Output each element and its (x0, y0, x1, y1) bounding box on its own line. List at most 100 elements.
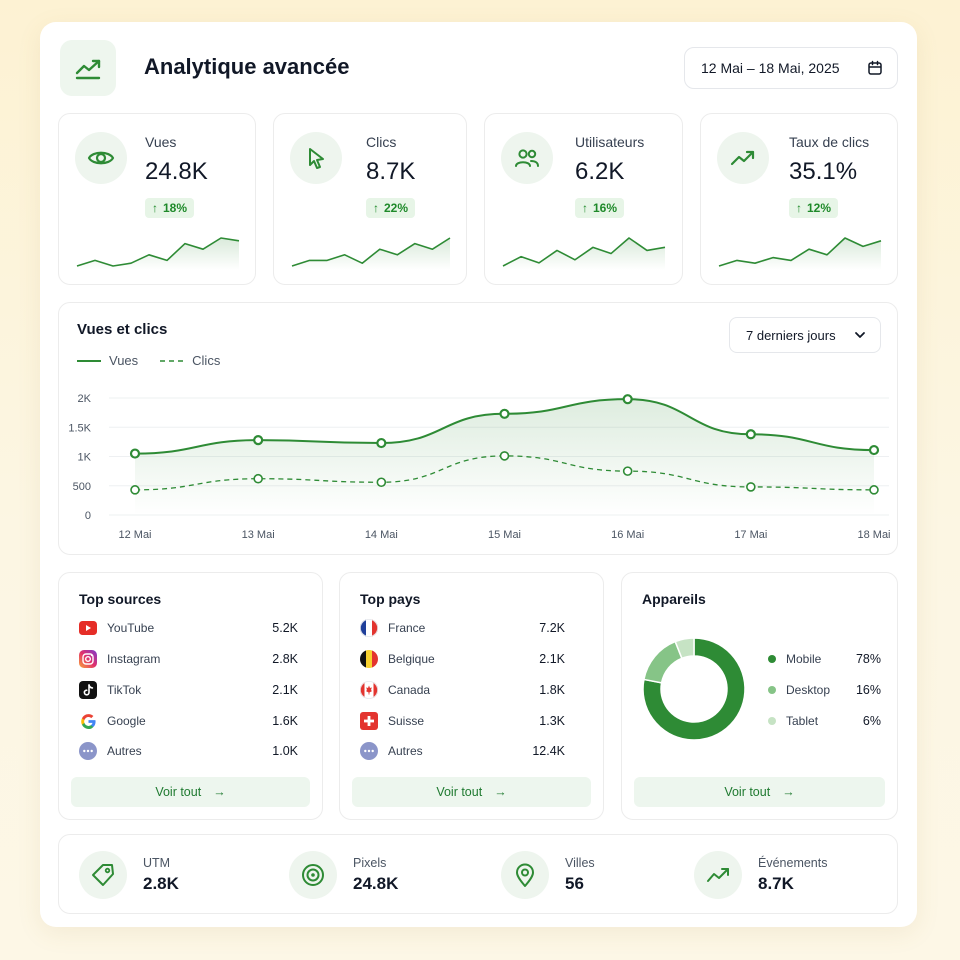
kpi-card-taux-de-clics[interactable]: Taux de clics 35.1% ↑ 12% (700, 113, 898, 285)
x-tick-label: 17 Mai (734, 529, 767, 541)
arrow-right-icon: → (782, 785, 795, 799)
donut-slice-tablet (674, 637, 695, 660)
data-point-clics (376, 477, 387, 488)
kpi-value: 35.1% (789, 158, 858, 185)
stat-value: 56 (565, 874, 584, 893)
list-item[interactable]: Autres 12.4K (360, 741, 565, 761)
list-item[interactable]: Autres 1.0K (79, 741, 298, 761)
kpi-label: Vues (145, 134, 177, 150)
date-range-picker[interactable]: 12 Mai – 18 Mai, 2025 (684, 47, 898, 89)
list-item[interactable]: France 7.2K (360, 618, 565, 638)
map-pin-icon (516, 863, 534, 887)
legend-label: Vues (109, 353, 139, 368)
flag-canada-icon (360, 681, 378, 699)
sparkline (76, 237, 240, 270)
list-item[interactable]: YouTube 5.2K (79, 618, 298, 638)
data-point-clics (499, 451, 510, 461)
country-name: France (388, 621, 426, 635)
data-point-clics (253, 473, 263, 484)
sparkline-area (292, 238, 450, 270)
period-select[interactable]: 7 derniers jours (729, 317, 881, 353)
instagram-icon (79, 650, 97, 668)
donut-slice-mobile (642, 637, 746, 741)
stat-utm[interactable]: UTM 2.8K (79, 851, 179, 899)
stat-label: Villes (565, 856, 595, 870)
legend-label: Clics (192, 353, 221, 368)
country-value: 7.2K (539, 621, 565, 635)
list-item[interactable]: Instagram 2.8K (79, 649, 298, 669)
tag-icon (92, 864, 114, 886)
source-value: 2.1K (272, 683, 298, 697)
kpi-delta-value: 22% (384, 201, 409, 215)
stat-pixels[interactable]: Pixels 24.8K (289, 851, 398, 899)
kpi-delta-value: 16% (593, 201, 618, 215)
see-all-sources-button[interactable]: Voir tout → (71, 777, 310, 807)
x-tick-label: 12 Mai (118, 529, 151, 541)
legend-item-clics[interactable]: Clics (160, 353, 220, 368)
country-value: 1.3K (539, 714, 565, 728)
legend-item-mobile: Mobile 78% (768, 649, 881, 669)
device-value: 6% (862, 714, 881, 728)
flag-france-icon (360, 619, 378, 637)
donut-slice-desktop (643, 640, 683, 684)
arrow-right-icon: → (494, 785, 507, 799)
see-all-countries-button[interactable]: Voir tout → (352, 777, 591, 807)
stat-evenements[interactable]: Événements 8.7K (694, 851, 827, 899)
more-icon (360, 742, 378, 760)
y-tick-label: 1K (78, 452, 92, 464)
data-point-vues (129, 448, 141, 459)
kpi-card-utilisateurs[interactable]: Utilisateurs 6.2K ↑ 16% (484, 113, 683, 285)
users-icon (515, 149, 539, 167)
device-value: 16% (855, 683, 881, 697)
country-name: Canada (388, 683, 431, 697)
flag-belgium-icon (360, 650, 378, 668)
list-item[interactable]: Google 1.6K (79, 711, 298, 731)
list-item[interactable]: Belgique 2.1K (360, 649, 565, 669)
list-item[interactable]: Canada 1.8K (360, 680, 565, 700)
data-point-vues (868, 444, 880, 456)
data-point-vues (499, 408, 510, 419)
trend-up-icon (730, 150, 755, 166)
kpi-card-vues[interactable]: Vues 24.8K ↑ 18% (58, 113, 256, 285)
country-name: Autres (388, 744, 423, 758)
kpi-delta-badge: ↑ 22% (366, 198, 416, 218)
legend-dot (768, 717, 776, 725)
see-all-devices-button[interactable]: Voir tout → (634, 777, 885, 807)
source-value: 1.0K (272, 744, 298, 758)
line-chart: 0 500 1K 1.5K 2K 12 Mai 13 Mai 14 Mai 15 Mai 16 M… (68, 393, 890, 541)
legend-item-vues[interactable]: Vues (77, 353, 138, 368)
see-all-label: Voir tout (724, 785, 771, 799)
top-sources-card: Top sources YouTube 5.2K Instagram 2.8K … (58, 572, 323, 820)
legend-dot (768, 655, 776, 663)
y-tick-label: 2K (78, 393, 92, 405)
sparkline-line (76, 237, 240, 267)
devices-title: Appareils (642, 591, 706, 607)
device-value: 78% (855, 652, 881, 666)
data-point-clics (746, 482, 756, 492)
flag-switzerland-icon (360, 712, 378, 730)
list-item[interactable]: Suisse 1.3K (360, 711, 565, 731)
country-name: Belgique (388, 652, 435, 666)
list-item[interactable]: TikTok 2.1K (79, 680, 298, 700)
arrow-up-icon: ↑ (796, 201, 802, 215)
stat-value: 24.8K (353, 874, 399, 893)
kpi-card-clics[interactable]: Clics 8.7K ↑ 22% (273, 113, 467, 285)
source-name: YouTube (107, 621, 155, 635)
date-range-label: 12 Mai – 18 Mai, 2025 (701, 60, 840, 76)
more-icon (79, 742, 97, 760)
kpi-delta-value: 18% (163, 201, 188, 215)
kpi-icon-wrap (290, 132, 342, 184)
stat-value: 2.8K (143, 874, 179, 893)
trend-up-icon (707, 868, 729, 882)
devices-donut-chart (642, 637, 746, 741)
eye-icon (87, 151, 115, 165)
source-name: Google (107, 714, 146, 728)
x-tick-label: 16 Mai (611, 529, 644, 541)
source-value: 1.6K (272, 714, 298, 728)
views-clicks-chart-card: Vues et clics 7 derniers jours Vues Clic… (58, 302, 898, 555)
country-name: Suisse (388, 714, 425, 728)
y-tick-label: 500 (73, 481, 91, 493)
cursor-icon (309, 148, 324, 169)
x-tick-label: 14 Mai (365, 529, 398, 541)
stat-villes[interactable]: Villes 56 (501, 851, 595, 899)
